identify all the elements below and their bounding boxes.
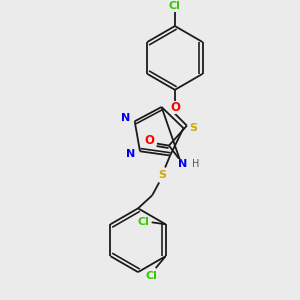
Text: Cl: Cl — [169, 1, 181, 11]
Text: O: O — [170, 101, 180, 114]
Text: O: O — [144, 134, 154, 147]
Text: N: N — [121, 113, 130, 123]
Text: H: H — [192, 158, 199, 169]
Text: Cl: Cl — [146, 271, 158, 281]
Text: N: N — [178, 158, 188, 169]
Text: N: N — [126, 149, 136, 159]
Text: Cl: Cl — [138, 217, 150, 227]
Text: S: S — [158, 170, 166, 180]
Text: S: S — [189, 123, 197, 133]
